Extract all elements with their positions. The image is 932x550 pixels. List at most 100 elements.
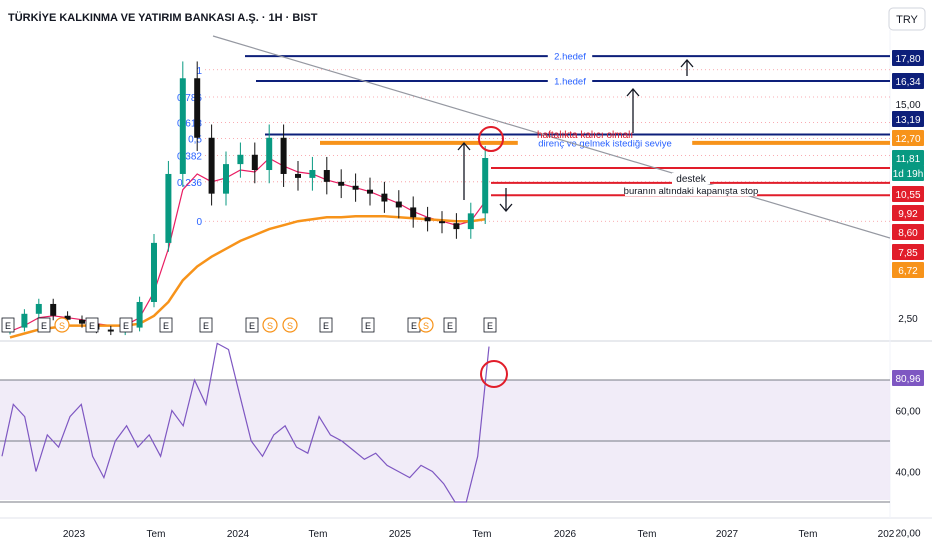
label-background [672, 173, 710, 184]
price-label: 7,85 [898, 248, 918, 259]
earnings-marker [85, 317, 99, 333]
event-marker-label: E [203, 321, 209, 331]
candle-body [395, 201, 402, 208]
rsi-axis-tick: 60,00 [895, 407, 920, 418]
event-marker-label: E [41, 321, 47, 331]
price-label: 6,72 [898, 266, 918, 277]
time-axis-label: Tem [799, 529, 818, 540]
earnings-marker [319, 317, 333, 333]
candle-body [136, 301, 143, 328]
split-marker [262, 317, 278, 333]
price-label-box [892, 50, 924, 66]
price-label-box [892, 165, 924, 181]
price-label: 17,80 [895, 54, 920, 65]
event-marker-label: E [5, 321, 11, 331]
moving-averages-layer [9, 157, 486, 339]
event-marker-label: E [411, 321, 417, 331]
price-label: 9,92 [898, 209, 918, 220]
time-axis-label: 2027 [716, 529, 739, 540]
candle-body [280, 137, 287, 174]
event-marker-label: E [365, 321, 371, 331]
candle-body [381, 193, 388, 202]
candle-body [467, 213, 474, 230]
fib-label: 0,5 [188, 135, 202, 146]
time-axis-label: 2024 [227, 529, 250, 540]
event-marker-label: S [287, 321, 293, 331]
earnings-marker [443, 317, 457, 333]
event-marker-label: E [487, 321, 493, 331]
candle-body [35, 303, 42, 314]
fib-label: 0,786 [177, 93, 202, 104]
price-axis-tick: 2,50 [898, 314, 918, 325]
price-label-box [892, 150, 924, 166]
down-arrow-head [499, 203, 513, 212]
horizontal-line-label: 2.hedef [554, 52, 586, 63]
price-label-box [892, 205, 924, 221]
up-arrow-head [680, 59, 694, 68]
currency-button[interactable]: TRY [888, 7, 926, 31]
price-label: 10,55 [895, 190, 920, 201]
earnings-marker [483, 317, 497, 333]
candle-body [79, 319, 85, 324]
price-label: 8,60 [898, 228, 918, 239]
time-axis-label: Tem [473, 529, 492, 540]
candle-body [338, 181, 345, 186]
candle-body [21, 313, 28, 328]
time-axis: 2023 Tem 2024 Tem 2025 Tem 2026 Tem 2027 Tem 202 [63, 529, 895, 540]
candles-layer [7, 61, 489, 336]
earnings-marker [37, 317, 51, 333]
event-marker-label: E [249, 321, 255, 331]
time-axis-label: 2026 [554, 529, 577, 540]
candle-body [352, 185, 359, 190]
time-axis-label: 2025 [389, 529, 412, 540]
earnings-marker [245, 317, 259, 333]
event-marker-label: E [323, 321, 329, 331]
candle-body [251, 154, 258, 171]
rsi-axis-tick: 40,00 [895, 468, 920, 479]
candle-body [295, 173, 301, 178]
chart-title: TÜRKİYE KALKINMA VE YATIRIM BANKASI A.Ş.… [8, 11, 318, 24]
label-background [547, 74, 593, 87]
candle-body [194, 78, 201, 138]
rsi-layer [1, 342, 508, 503]
label-background [625, 185, 757, 196]
price-label-box [892, 186, 924, 202]
price-label-box [892, 262, 924, 278]
highlight-circle [478, 126, 504, 152]
event-marker-label: S [423, 321, 429, 331]
earnings-marker [361, 317, 375, 333]
time-axis-label: Tem [147, 529, 166, 540]
candle-body [107, 329, 114, 332]
price-label-box [892, 244, 924, 260]
candle-body [323, 170, 330, 182]
currency-label: TRY [896, 14, 918, 26]
event-marker-label: E [163, 321, 169, 331]
price-label: 1d 19h [893, 169, 924, 180]
earnings-marker [119, 317, 133, 333]
candle-body [309, 170, 316, 178]
split-marker [418, 317, 434, 333]
price-label-box [892, 130, 924, 146]
price-label: 16,34 [895, 77, 920, 88]
annotation-text: buranın altındaki kapanışta stop [624, 186, 759, 197]
price-label: 12,70 [895, 134, 920, 145]
candle-body [439, 221, 445, 224]
candle-body [237, 154, 244, 165]
label-background [547, 50, 593, 63]
price-label-box [892, 73, 924, 89]
time-axis-label: Tem [309, 529, 328, 540]
annotation-text: haftalıkta kalıcı olmalı [537, 130, 633, 141]
candle-body [424, 217, 431, 222]
candle-body [208, 137, 215, 194]
time-axis-label: Tem [638, 529, 657, 540]
descending-trendline [212, 35, 891, 239]
earnings-marker [159, 317, 173, 333]
earnings-marker [1, 317, 15, 333]
rsi-line [1, 342, 490, 503]
fib-levels-layer: 1 0,786 0,618 0,5 0,382 0,236 0 [177, 66, 890, 228]
horizontal-line-label: 1.hedef [554, 76, 586, 87]
price-label-box [892, 224, 924, 240]
rsi-value-label: 80,96 [895, 374, 920, 385]
